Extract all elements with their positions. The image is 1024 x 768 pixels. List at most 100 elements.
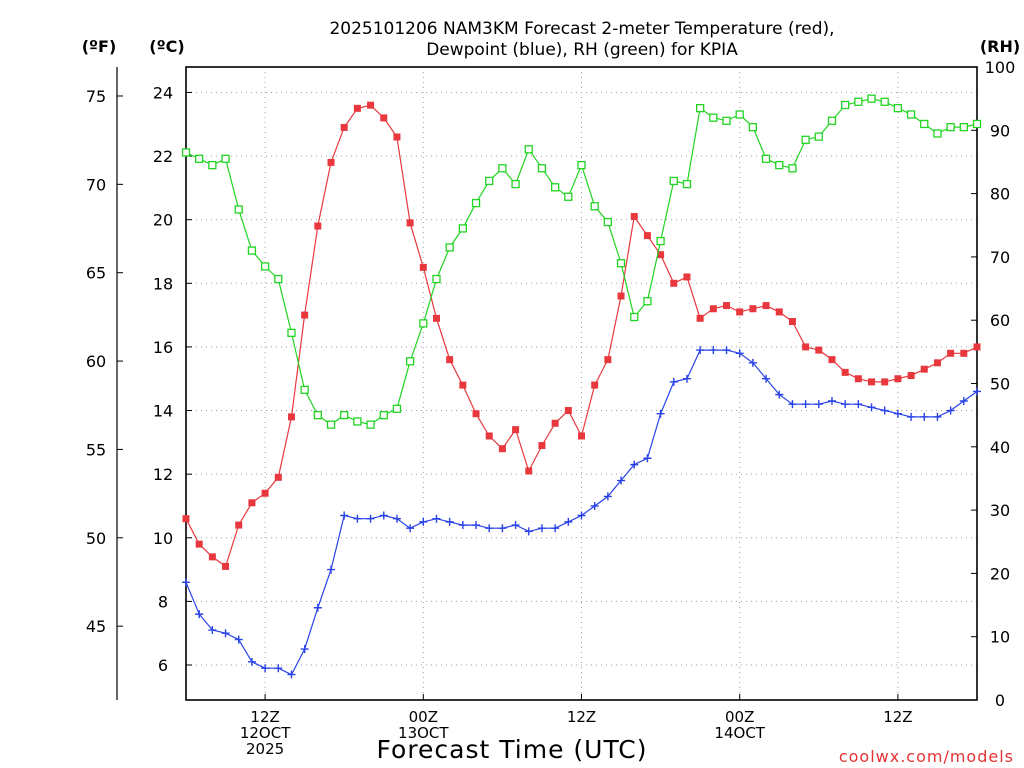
temperature-point	[960, 349, 968, 357]
chart-title-line1: 2025101206 NAM3KM Forecast 2-meter Tempe…	[329, 19, 834, 39]
rh-point	[353, 417, 362, 426]
rh-point	[841, 100, 850, 110]
x-tick-label: 13OCT	[398, 724, 449, 742]
dewpoint-point	[933, 412, 942, 421]
rh-point	[181, 148, 191, 157]
temperature-point	[788, 317, 796, 325]
temperature-point	[393, 133, 401, 141]
rh-point	[445, 243, 454, 252]
temperature-point	[525, 467, 533, 475]
dewpoint-point	[775, 390, 784, 399]
dewpoint-point	[577, 511, 586, 520]
rh-unit-label: (RH)	[980, 37, 1020, 56]
dewpoint-point	[854, 400, 863, 409]
rh-point	[511, 179, 520, 189]
fahrenheit-tick-label: 55	[86, 440, 106, 459]
x-tick-label: 2025	[246, 740, 284, 758]
temperature-point	[406, 219, 414, 227]
rh-point	[893, 103, 903, 113]
rh-tick-label: 60	[990, 311, 1010, 330]
temperature-point	[367, 101, 375, 109]
x-tick-label: 00Z	[725, 708, 754, 726]
temperature-point	[340, 123, 348, 131]
rh-tick-label: 70	[990, 248, 1010, 267]
temperature-point	[512, 426, 520, 434]
temperature-point	[643, 232, 651, 240]
temperature-point	[472, 410, 480, 418]
dewpoint-point	[195, 610, 204, 619]
rh-tick-label: 100	[985, 58, 1016, 77]
celsius-tick-label: 10	[153, 529, 173, 548]
celsius-tick-label: 18	[153, 274, 173, 293]
dewpoint-point	[458, 521, 467, 530]
fahrenheit-tick-label: 75	[86, 87, 106, 106]
dewpoint-point	[182, 578, 190, 587]
temperature-point	[617, 292, 625, 300]
rh-point	[616, 259, 626, 268]
dewpoint-point	[959, 396, 968, 405]
temperature-point	[709, 305, 717, 313]
dewpoint-point	[498, 524, 507, 533]
rh-point	[405, 357, 415, 366]
temperature-point	[432, 314, 440, 322]
temperature-point	[564, 407, 572, 415]
chart-title-line2: Dewpoint (blue), RH (green) for KPIA	[426, 40, 738, 60]
dewpoint-point	[590, 501, 599, 510]
rh-point	[524, 145, 533, 154]
temperature-point	[670, 279, 678, 287]
dewpoint-point	[261, 664, 270, 673]
dewpoint-point	[748, 358, 757, 367]
rh-point	[379, 410, 388, 420]
rh-point	[234, 205, 243, 214]
temperature-point	[630, 213, 638, 221]
rh-point	[221, 154, 230, 163]
rh-tick-label: 80	[990, 185, 1010, 204]
temperature-point	[208, 553, 216, 561]
rh-point	[709, 113, 718, 122]
x-tick-label: 12Z	[250, 708, 279, 726]
temperature-point	[881, 378, 889, 386]
temperature-point	[775, 308, 783, 316]
grid	[186, 67, 977, 700]
dewpoint-point	[643, 454, 652, 463]
dewpoint-point	[867, 403, 876, 412]
temperature-point	[762, 302, 770, 310]
dewpoint-point	[327, 565, 336, 574]
temperature-point	[222, 562, 230, 570]
rh-point	[287, 328, 296, 338]
rh-point	[208, 160, 217, 170]
rh-point	[788, 164, 797, 173]
celsius-tick-label: 14	[153, 402, 173, 421]
dewpoint-point	[313, 603, 322, 612]
temperature-point	[419, 263, 427, 271]
dewpoint-point	[485, 524, 494, 533]
dewpoint-point	[735, 349, 744, 358]
dewpoint-point	[788, 400, 797, 409]
temperature-point	[907, 372, 915, 380]
rh-point	[972, 119, 982, 129]
rh-tick-label: 0	[995, 691, 1005, 710]
rh-point	[814, 132, 823, 141]
rh-point	[260, 262, 270, 271]
dewpoint-point	[920, 412, 929, 421]
temperature-point	[933, 359, 941, 367]
dewpoint-point	[762, 374, 771, 383]
dewpoint-point	[353, 514, 362, 523]
rh-point	[498, 164, 507, 173]
rh-point	[577, 160, 586, 170]
x-tick-label: 12Z	[883, 708, 912, 726]
temperature-point	[723, 302, 731, 310]
dewpoint-point	[524, 527, 533, 536]
plot-frame	[185, 66, 978, 701]
rh-point	[590, 202, 599, 211]
dewpoint-point	[511, 521, 520, 530]
rh-point	[564, 192, 573, 201]
rh-point	[340, 410, 349, 420]
dewpoint-point	[419, 517, 428, 526]
rh-point	[669, 176, 678, 186]
temperature-point	[274, 473, 282, 481]
rh-tick-label: 50	[990, 375, 1010, 394]
dewpoint-point	[551, 524, 560, 533]
dewpoint-point	[814, 400, 823, 409]
celsius-tick-label: 6	[158, 656, 168, 675]
